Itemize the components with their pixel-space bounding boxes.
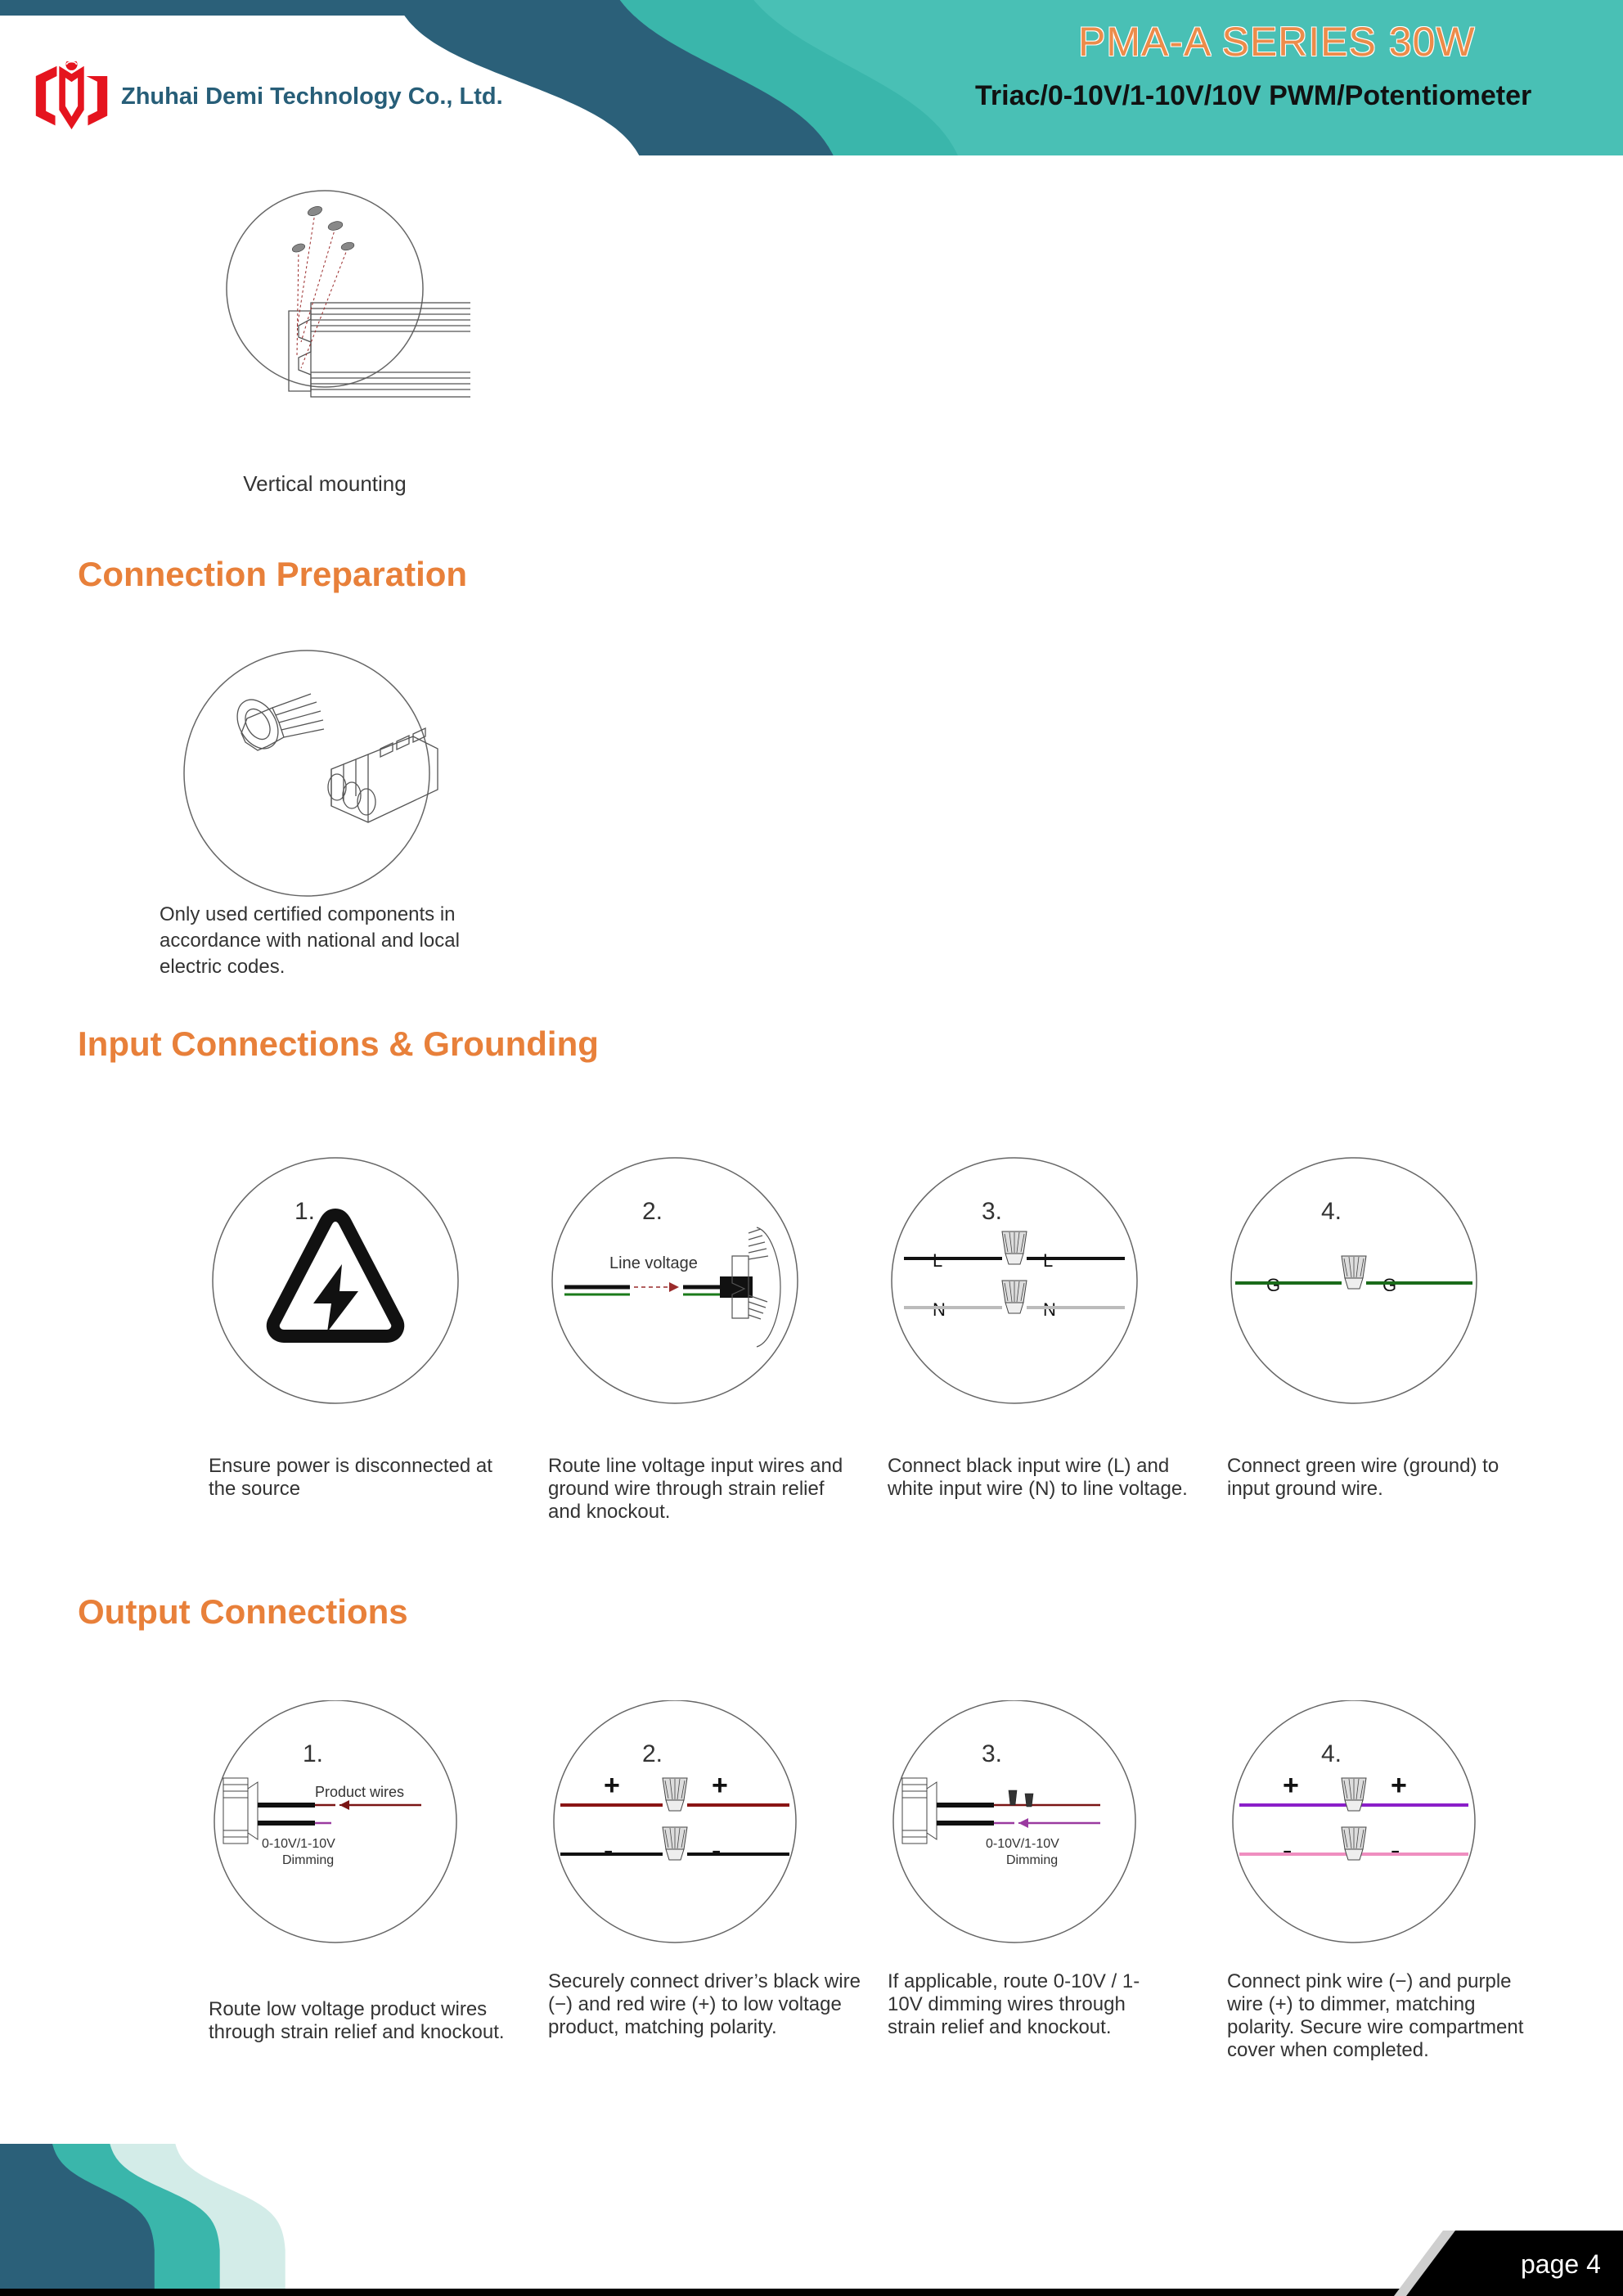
svg-text:Product wires: Product wires <box>315 1784 404 1800</box>
svg-text:+: + <box>1283 1770 1299 1801</box>
svg-text:L: L <box>1043 1250 1053 1271</box>
svg-text:Dimming: Dimming <box>282 1853 334 1867</box>
svg-text:3.: 3. <box>982 1198 1002 1225</box>
svg-text:accordance with national and l: accordance with national and local <box>160 930 460 952</box>
svg-text:0-10V/1-10V: 0-10V/1-10V <box>262 1837 335 1851</box>
svg-text:4.: 4. <box>1321 1740 1342 1767</box>
svg-text:G: G <box>1382 1275 1396 1295</box>
svg-text:+: + <box>712 1770 728 1801</box>
svg-text:+: + <box>604 1770 620 1801</box>
svg-text:N: N <box>933 1299 946 1320</box>
svg-text:1.: 1. <box>303 1740 323 1767</box>
svg-text:Only used certified components: Only used certified components in <box>160 903 456 925</box>
svg-text:page 4: page 4 <box>1521 2249 1601 2279</box>
svg-text:2.: 2. <box>642 1198 663 1225</box>
svg-text:electric codes.: electric codes. <box>160 956 285 978</box>
svg-text:G: G <box>1266 1275 1280 1295</box>
svg-text:1.: 1. <box>294 1198 315 1225</box>
svg-text:N: N <box>1043 1299 1056 1320</box>
svg-text:-: - <box>604 1835 613 1866</box>
svg-text:-: - <box>1391 1835 1400 1866</box>
svg-text:3.: 3. <box>982 1740 1002 1767</box>
svg-text:L: L <box>933 1250 942 1271</box>
svg-text:2.: 2. <box>642 1740 663 1767</box>
svg-text:Vertical mounting: Vertical mounting <box>243 471 406 496</box>
svg-text:-: - <box>712 1835 721 1866</box>
svg-text:4.: 4. <box>1321 1198 1342 1225</box>
svg-text:0-10V/1-10V: 0-10V/1-10V <box>986 1837 1059 1851</box>
svg-text:Line voltage: Line voltage <box>609 1254 698 1272</box>
svg-text:+: + <box>1391 1770 1407 1801</box>
svg-text:-: - <box>1283 1835 1292 1866</box>
svg-text:Dimming: Dimming <box>1006 1853 1058 1867</box>
